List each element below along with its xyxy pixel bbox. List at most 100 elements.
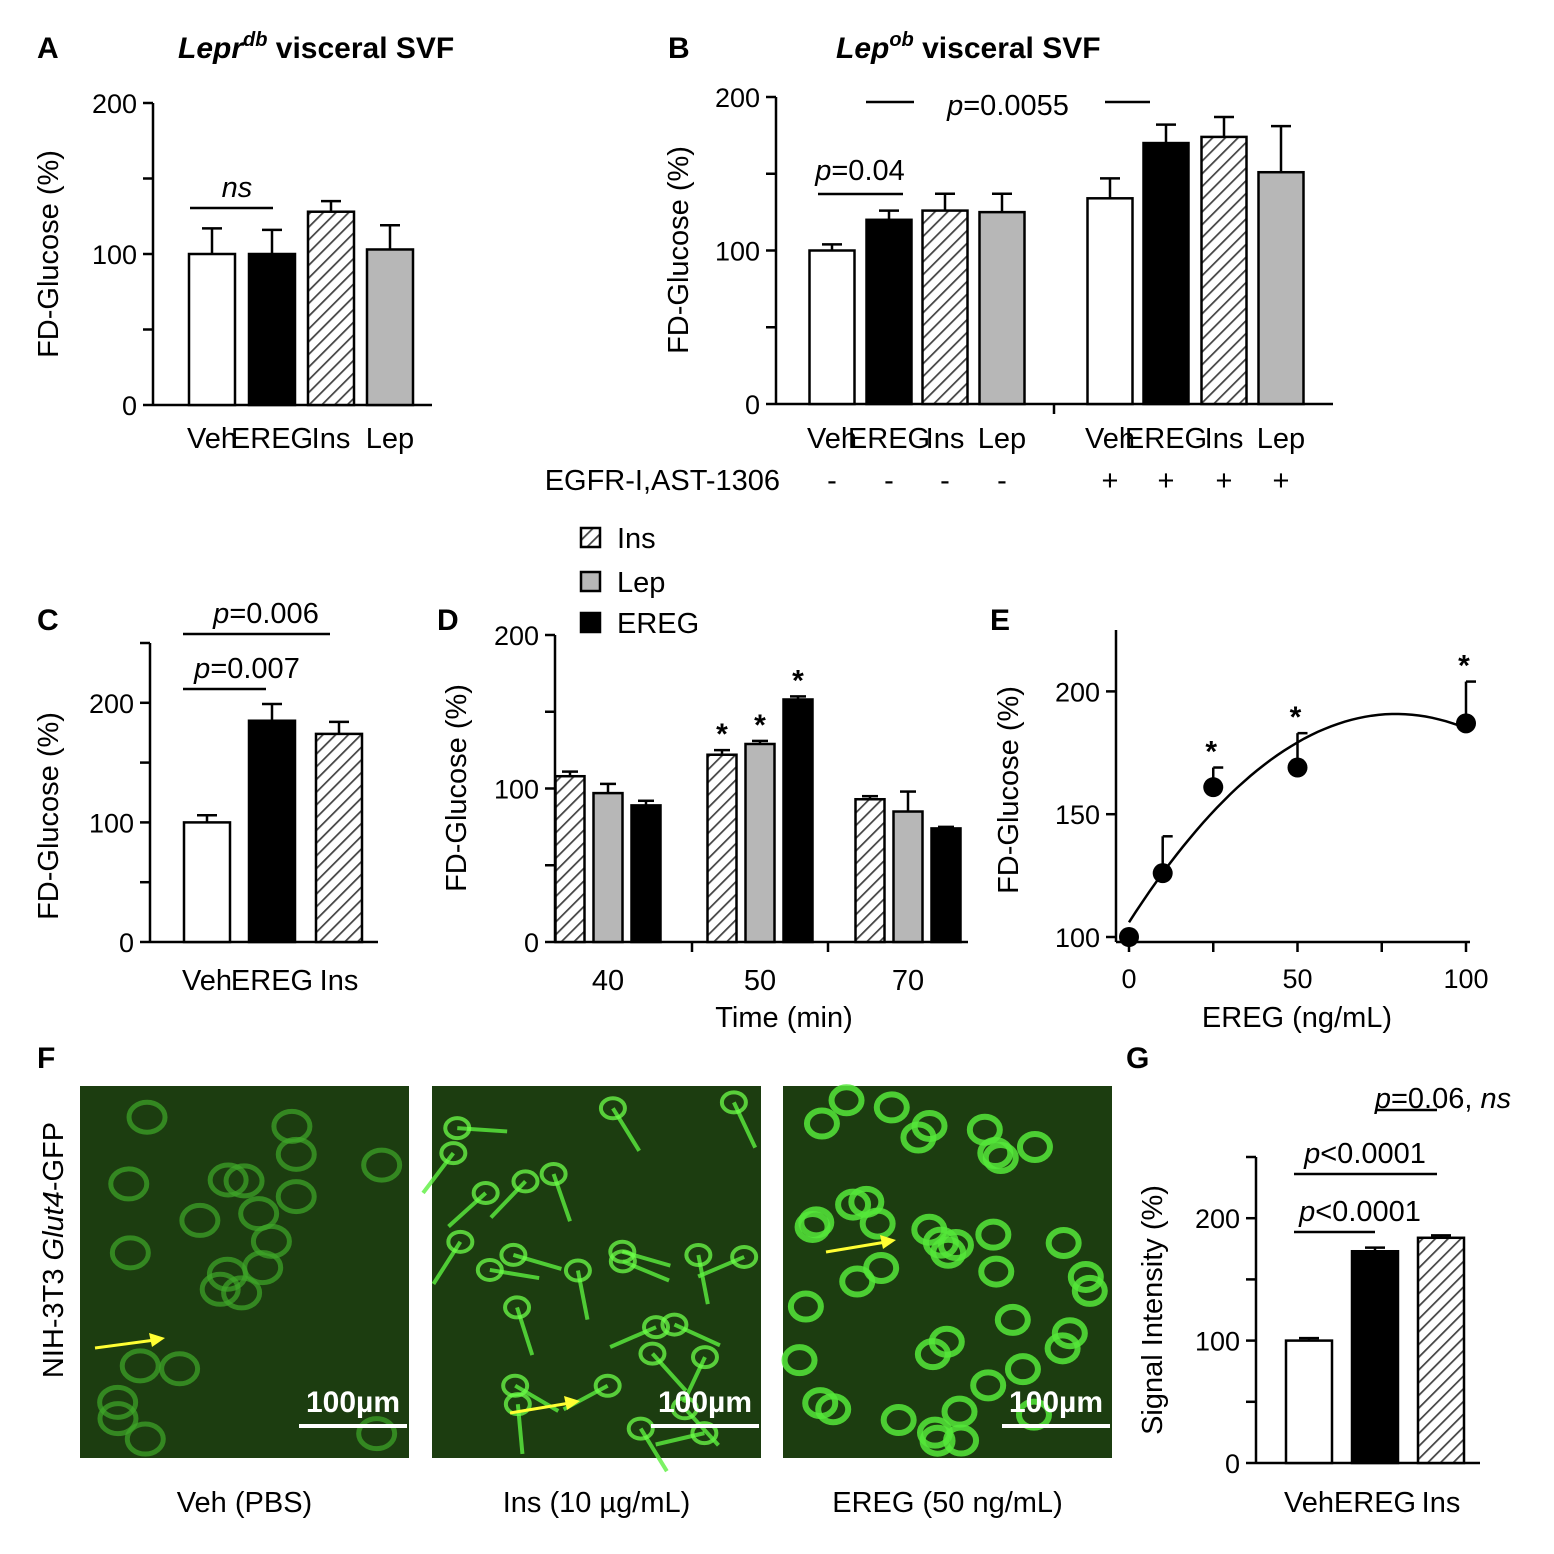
panel-letter-g: G — [1126, 1042, 1149, 1075]
panel-b-title: Lepob visceral SVF — [836, 29, 1101, 65]
panel-a: A Leprdb visceral SVF FD-Glucose (%) 0 10… — [33, 29, 454, 455]
panel-f-side-label: NIH-3T3 Glut4-GFP — [38, 1122, 70, 1378]
category-label: 70 — [892, 965, 924, 997]
cell — [475, 1257, 504, 1282]
cell — [97, 1384, 139, 1420]
bar-ereg — [865, 218, 913, 406]
cell — [794, 1210, 831, 1243]
significance-star: * — [754, 709, 766, 742]
legend-swatch-ins — [579, 526, 602, 549]
cell — [1004, 1353, 1041, 1386]
panel-d-y-axis-label: FD-Glucose (%) — [441, 684, 473, 892]
category-label: Veh — [1284, 1487, 1334, 1519]
legend-swatch-ereg — [579, 611, 602, 634]
panel-a-y-ticks: 0 100 200 — [92, 89, 153, 421]
significance-star: * — [716, 718, 728, 751]
cell — [839, 1265, 876, 1298]
legend-swatch-lep — [579, 570, 602, 593]
cell — [242, 1250, 284, 1286]
category-label: Veh — [1085, 423, 1135, 455]
panel-b-bars — [808, 115, 1305, 406]
cell — [221, 1275, 263, 1311]
y-tick-label: 0 — [1225, 1449, 1240, 1479]
panel-a-bars — [187, 199, 415, 407]
panel-b-p00055-label: p=0.0055 — [946, 90, 1069, 122]
panel-letter-f: F — [37, 1042, 55, 1075]
x-tick-label: 100 — [1443, 964, 1488, 994]
data-point — [1152, 863, 1173, 884]
bar-ereg — [1142, 141, 1190, 406]
cell — [499, 1242, 528, 1267]
y-tick-label: 0 — [524, 928, 539, 958]
cell — [928, 1325, 965, 1358]
bar-veh — [1284, 1339, 1334, 1465]
treatment-sign: + — [1273, 465, 1290, 497]
panel-g-p1-label: p<0.0001 — [1298, 1196, 1421, 1228]
micrograph-1: 100µm Veh (PBS) — [80, 1086, 409, 1519]
cell — [828, 1084, 865, 1117]
panel-e-x-axis-label: EREG (ng/mL) — [1202, 1002, 1392, 1034]
cell — [238, 1196, 280, 1232]
cell — [443, 1116, 472, 1141]
panel-e-y-ticks: 100 150 200 — [1055, 677, 1116, 953]
cell — [275, 1179, 317, 1215]
cell-process — [697, 1255, 745, 1279]
category-label: EREG — [1125, 423, 1207, 455]
micrograph-caption: Ins (10 µg/mL) — [503, 1487, 691, 1519]
legend-label-lep: Lep — [617, 567, 665, 599]
bar-ereg-50 — [782, 698, 814, 944]
cell — [642, 1315, 671, 1340]
category-label: EREG — [231, 965, 313, 997]
panel-d-category-labels: 40 50 70 — [592, 965, 924, 997]
y-tick-label: 100 — [1055, 923, 1100, 953]
panel-g-y-ticks: 0 100 200 — [1195, 1155, 1256, 1479]
y-tick-label: 200 — [1055, 677, 1100, 707]
panel-c-p0007-label: p=0.007 — [193, 653, 300, 685]
data-point — [1203, 777, 1224, 798]
cell — [670, 1396, 699, 1421]
panel-f: F NIH-3T3 Glut4-GFP 100µm Veh (PBS) 100µm I… — [37, 1042, 1112, 1519]
treatment-sign: - — [940, 465, 950, 497]
x-tick-label: 50 — [1282, 964, 1312, 994]
panel-d-y-ticks: 0 100 200 — [494, 621, 555, 958]
cell — [126, 1099, 168, 1135]
panel-d-bars: * * * — [554, 664, 962, 952]
cell — [815, 1393, 852, 1426]
cell — [781, 1344, 818, 1377]
category-label: Ins — [1205, 423, 1244, 455]
cell — [690, 1345, 719, 1370]
panel-b-p00055-annotation: p=0.0055 — [866, 90, 1150, 122]
data-point — [1287, 757, 1308, 778]
y-tick-label: 150 — [1055, 800, 1100, 830]
bar-lep — [978, 210, 1026, 406]
cell — [994, 1303, 1031, 1336]
cell-process — [431, 1240, 463, 1286]
bar-ereg-70 — [930, 827, 962, 944]
bar-ins-40 — [554, 774, 586, 944]
panel-letter-a: A — [37, 32, 59, 65]
bar-ins-50 — [706, 753, 738, 944]
y-tick-label: 0 — [122, 391, 137, 421]
cell — [199, 1271, 241, 1307]
panel-b-y-ticks: 0 100 200 — [715, 83, 776, 420]
category-label: EREG — [1334, 1487, 1416, 1519]
pointer-arrow-shaft — [94, 1338, 156, 1350]
panel-f-images: 100µm Veh (PBS) 100µm Ins (10 µg/mL) 100µm ER… — [80, 1084, 1112, 1519]
bar-lep — [365, 248, 415, 407]
panel-g-category-labels: Veh EREG Ins — [1284, 1487, 1460, 1519]
cell — [880, 1404, 917, 1437]
cell — [982, 1141, 1019, 1174]
panel-b-p004-annotation: p=0.04 — [814, 155, 905, 196]
cell — [1067, 1260, 1104, 1293]
x-tick-label: 0 — [1121, 964, 1136, 994]
bar-ins — [1200, 135, 1248, 406]
panel-b: B Lepob visceral SVF FD-Glucose (%) 0 100… — [545, 29, 1333, 497]
bar-ereg — [247, 252, 297, 407]
panel-e: E FD-Glucose (%) 100 150 200 0 50 100 * * * ER… — [990, 604, 1489, 1034]
cell-process — [611, 1107, 641, 1152]
significance-star: * — [1458, 650, 1470, 683]
treatment-sign: - — [827, 465, 837, 497]
